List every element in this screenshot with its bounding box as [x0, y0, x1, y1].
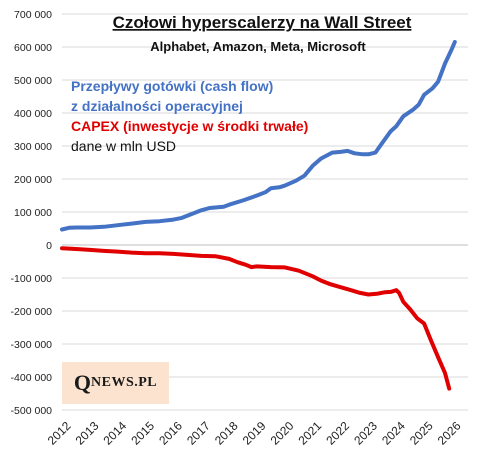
- chart-subtitle: Alphabet, Amazon, Meta, Microsoft: [150, 39, 366, 54]
- x-tick-label: 2014: [100, 419, 129, 448]
- y-tick-label: 200 000: [14, 174, 52, 186]
- x-tick-label: 2021: [295, 419, 324, 448]
- annotations: Przepływy gotówki (cash flow) z działalno…: [71, 78, 308, 154]
- y-tick-label: 300 000: [14, 141, 52, 153]
- y-tick-label: -500 000: [11, 405, 53, 417]
- annotation-0: Przepływy gotówki (cash flow): [71, 78, 273, 94]
- x-tick-label: 2025: [407, 419, 436, 448]
- annotation-3: dane w mln USD: [71, 138, 176, 154]
- y-tick-label: -300 000: [11, 339, 53, 351]
- y-tick-label: 100 000: [14, 207, 52, 219]
- x-tick-label: 2013: [73, 419, 102, 448]
- x-tick-label: 2018: [212, 419, 241, 448]
- x-tick-label: 2023: [351, 419, 380, 448]
- y-tick-label: 600 000: [14, 42, 52, 54]
- x-tick-label: 2020: [268, 419, 297, 448]
- annotation-1: z działalności operacyjnej: [71, 98, 243, 114]
- y-tick-label: -400 000: [11, 372, 53, 384]
- annotation-2: CAPEX (inwestycje w środki trwałe): [71, 118, 308, 134]
- y-tick-label: 700 000: [14, 9, 52, 21]
- x-tick-label: 2022: [323, 419, 352, 448]
- series-layer: [60, 40, 457, 391]
- x-tick-label: 2016: [156, 419, 185, 448]
- y-axis-ticks: 700 000 600 000 500 000 400 000 300 000 200 0…: [11, 9, 53, 417]
- y-tick-label: 400 000: [14, 108, 52, 120]
- grid-layer: [62, 13, 468, 411]
- y-tick-label: 500 000: [14, 75, 52, 87]
- qnews-logo: Q NEWS.PL: [62, 362, 169, 404]
- x-tick-label: 2012: [45, 419, 74, 448]
- series-line-1: [60, 246, 452, 391]
- x-tick-label: 2015: [128, 419, 157, 448]
- y-tick-label: 0: [46, 240, 52, 252]
- y-tick-label: -200 000: [11, 306, 53, 318]
- x-tick-label: 2026: [435, 419, 464, 448]
- x-tick-label: 2017: [184, 419, 213, 448]
- series-line-0: [60, 40, 457, 232]
- logo-rest: NEWS.PL: [91, 375, 158, 390]
- y-tick-label: -100 000: [11, 273, 53, 285]
- x-tick-label: 2024: [379, 419, 408, 448]
- chart-title: Czołowi hyperscalerzy na Wall Street: [113, 13, 412, 32]
- logo-q: Q: [73, 370, 91, 395]
- x-tick-label: 2019: [240, 419, 269, 448]
- x-axis-ticks: 2012 2013 2014 2015 2016 2017 2018 2019 2020 2021…: [45, 419, 464, 448]
